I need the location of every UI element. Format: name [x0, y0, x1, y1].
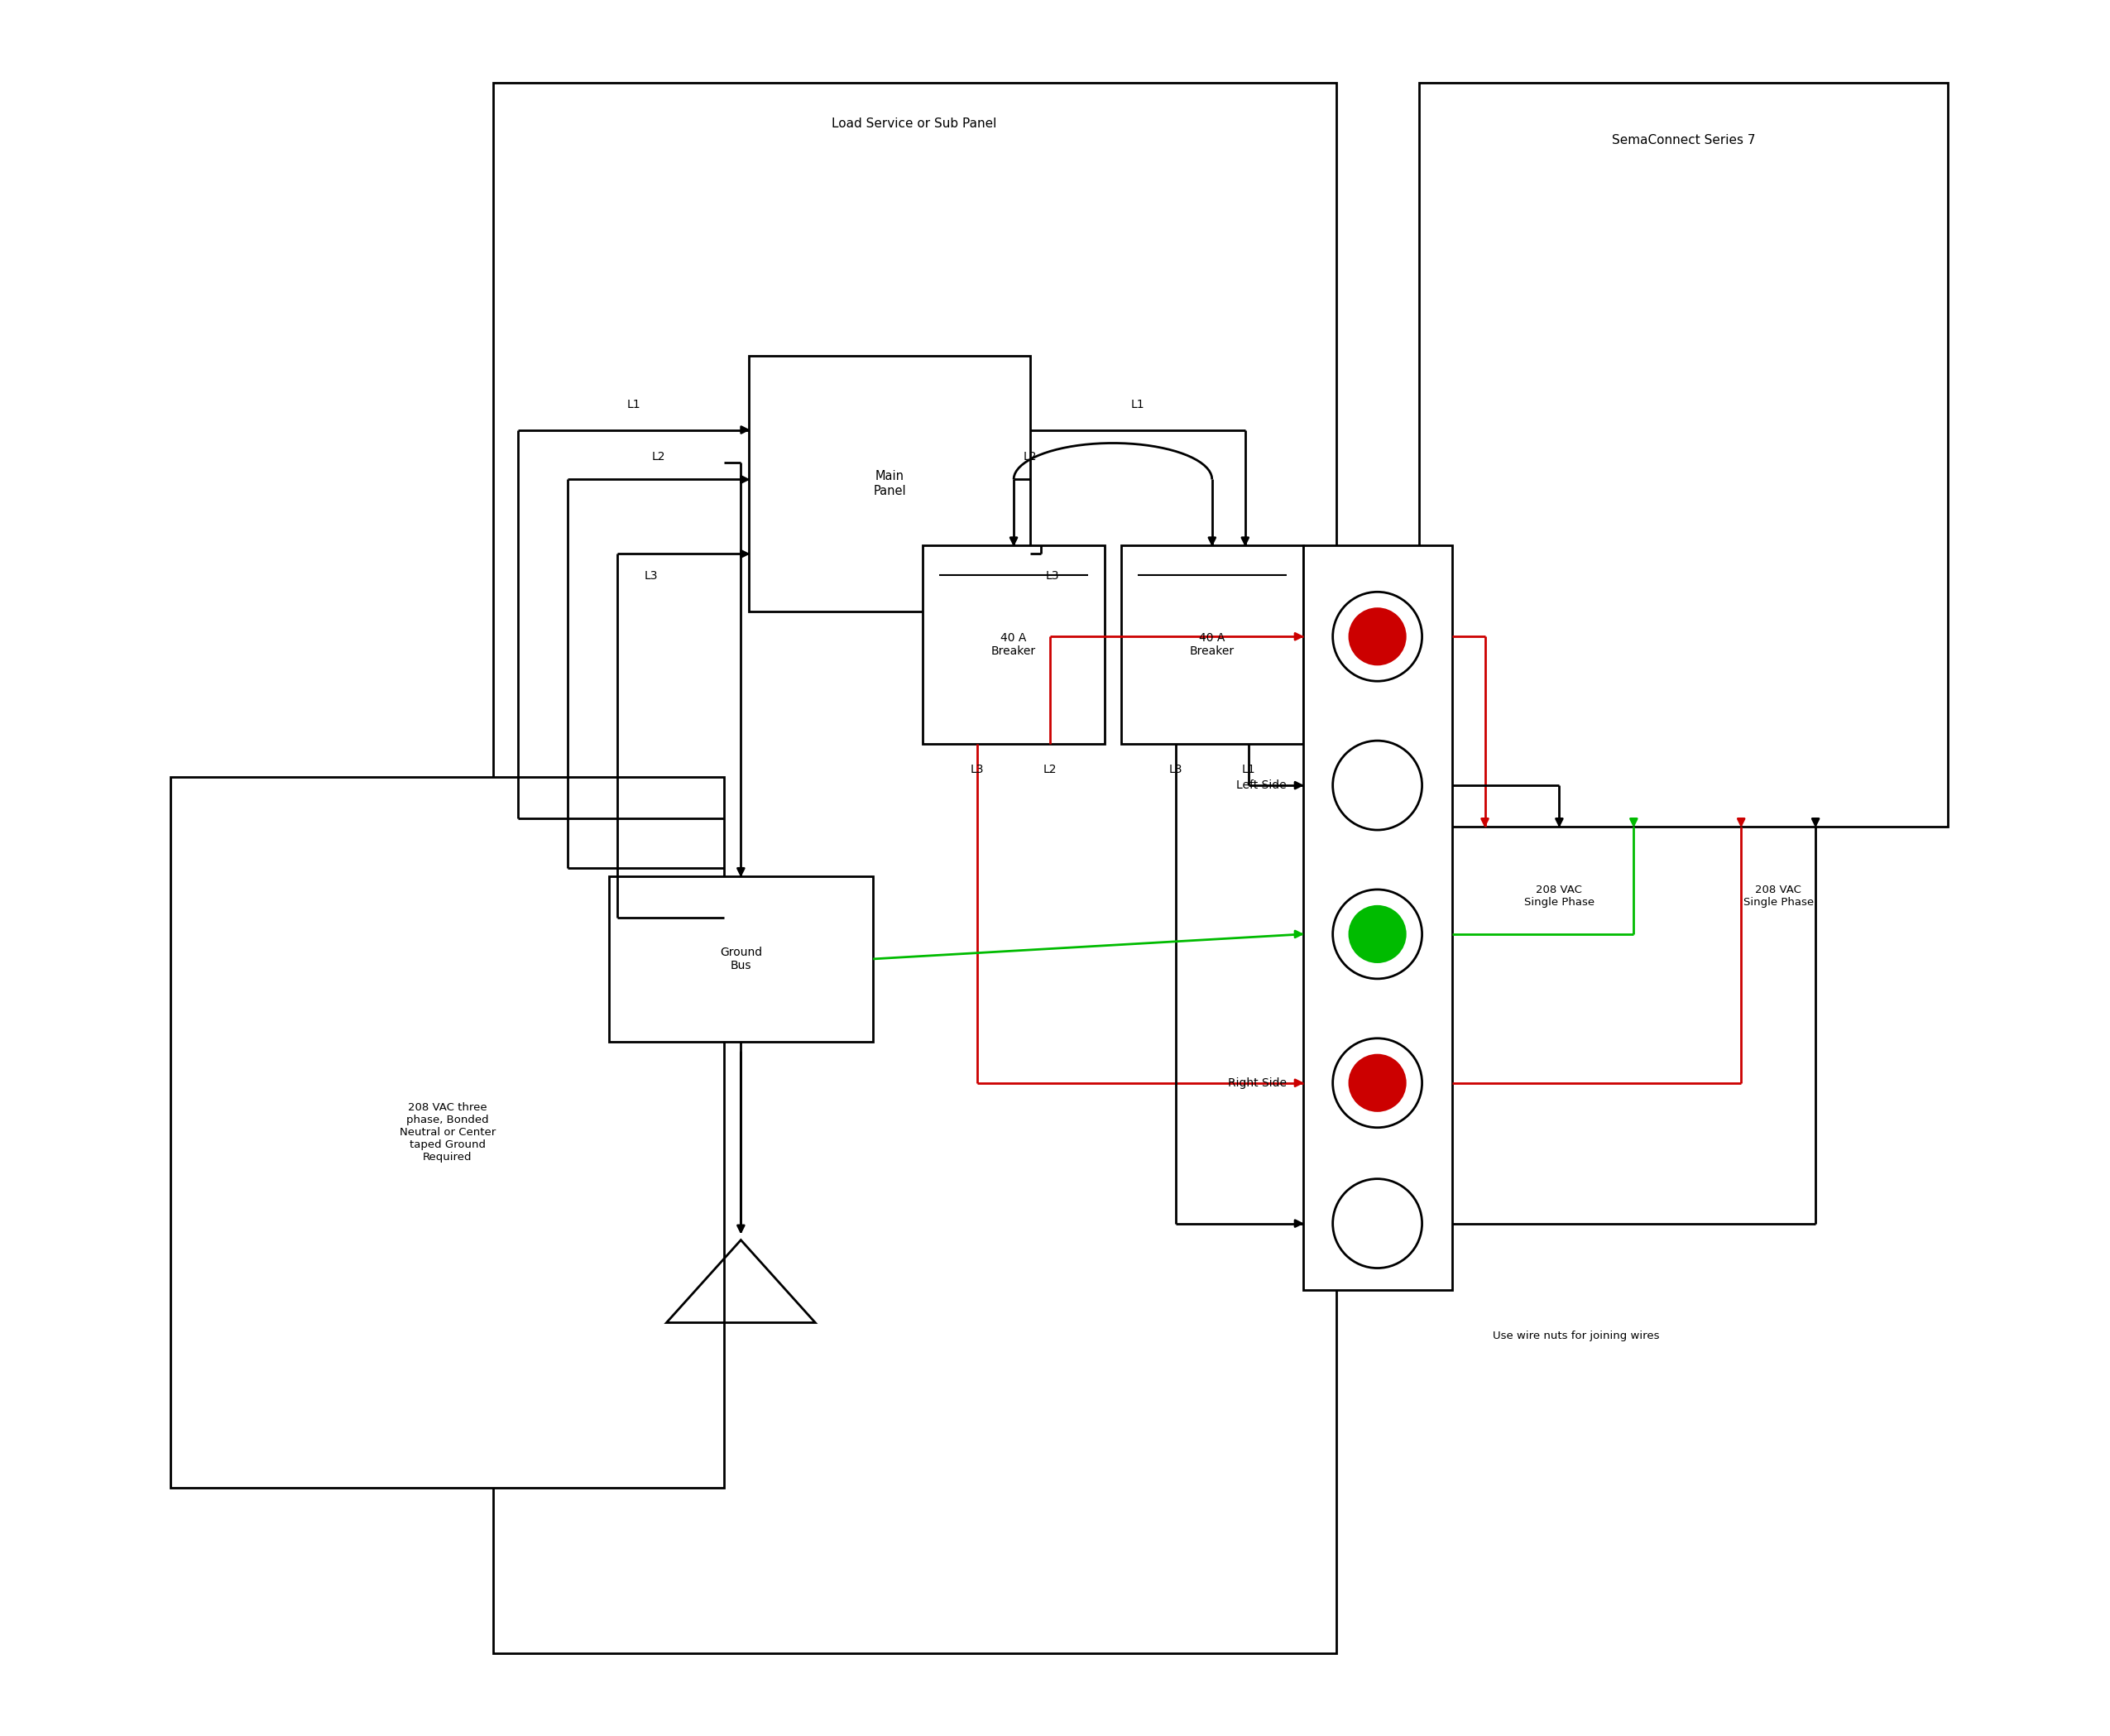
Text: 208 VAC
Single Phase: 208 VAC Single Phase — [1523, 885, 1595, 908]
Text: L1: L1 — [627, 399, 639, 410]
Text: L2: L2 — [652, 451, 665, 464]
Circle shape — [1334, 1179, 1422, 1267]
Text: Right Side: Right Side — [1228, 1076, 1287, 1088]
Bar — [922, 545, 1106, 745]
Text: 208 VAC three
phase, Bonded
Neutral or Center
taped Ground
Required: 208 VAC three phase, Bonded Neutral or C… — [399, 1102, 496, 1163]
Text: L2: L2 — [1023, 451, 1036, 464]
Bar — [1418, 83, 1948, 826]
Circle shape — [1348, 608, 1407, 665]
Circle shape — [1334, 592, 1422, 681]
Text: L1: L1 — [1131, 399, 1144, 410]
Circle shape — [1348, 1054, 1407, 1113]
Circle shape — [1334, 889, 1422, 979]
Text: SemaConnect Series 7: SemaConnect Series 7 — [1612, 134, 1756, 148]
Text: Main
Panel: Main Panel — [874, 470, 905, 496]
Text: L1: L1 — [1241, 764, 1255, 776]
Bar — [1120, 545, 1304, 745]
Text: Load Service or Sub Panel: Load Service or Sub Panel — [831, 118, 996, 130]
Bar — [171, 778, 724, 1488]
Text: L3: L3 — [1044, 571, 1059, 582]
Bar — [1304, 545, 1452, 1290]
Text: 208 VAC
Single Phase: 208 VAC Single Phase — [1743, 885, 1815, 908]
Text: L3: L3 — [971, 764, 983, 776]
Text: Ground
Bus: Ground Bus — [720, 946, 762, 972]
Circle shape — [1348, 904, 1407, 963]
Circle shape — [1334, 741, 1422, 830]
Text: L3: L3 — [1169, 764, 1182, 776]
Text: L2: L2 — [1042, 764, 1057, 776]
Circle shape — [1334, 1038, 1422, 1128]
Text: L3: L3 — [644, 571, 658, 582]
Bar — [494, 83, 1336, 1653]
Text: 40 A
Breaker: 40 A Breaker — [1190, 632, 1234, 658]
Text: Left Side: Left Side — [1236, 779, 1287, 792]
Bar — [608, 877, 874, 1042]
Text: 40 A
Breaker: 40 A Breaker — [992, 632, 1036, 658]
Text: Use wire nuts for joining wires: Use wire nuts for joining wires — [1492, 1332, 1658, 1342]
Bar — [749, 356, 1030, 611]
